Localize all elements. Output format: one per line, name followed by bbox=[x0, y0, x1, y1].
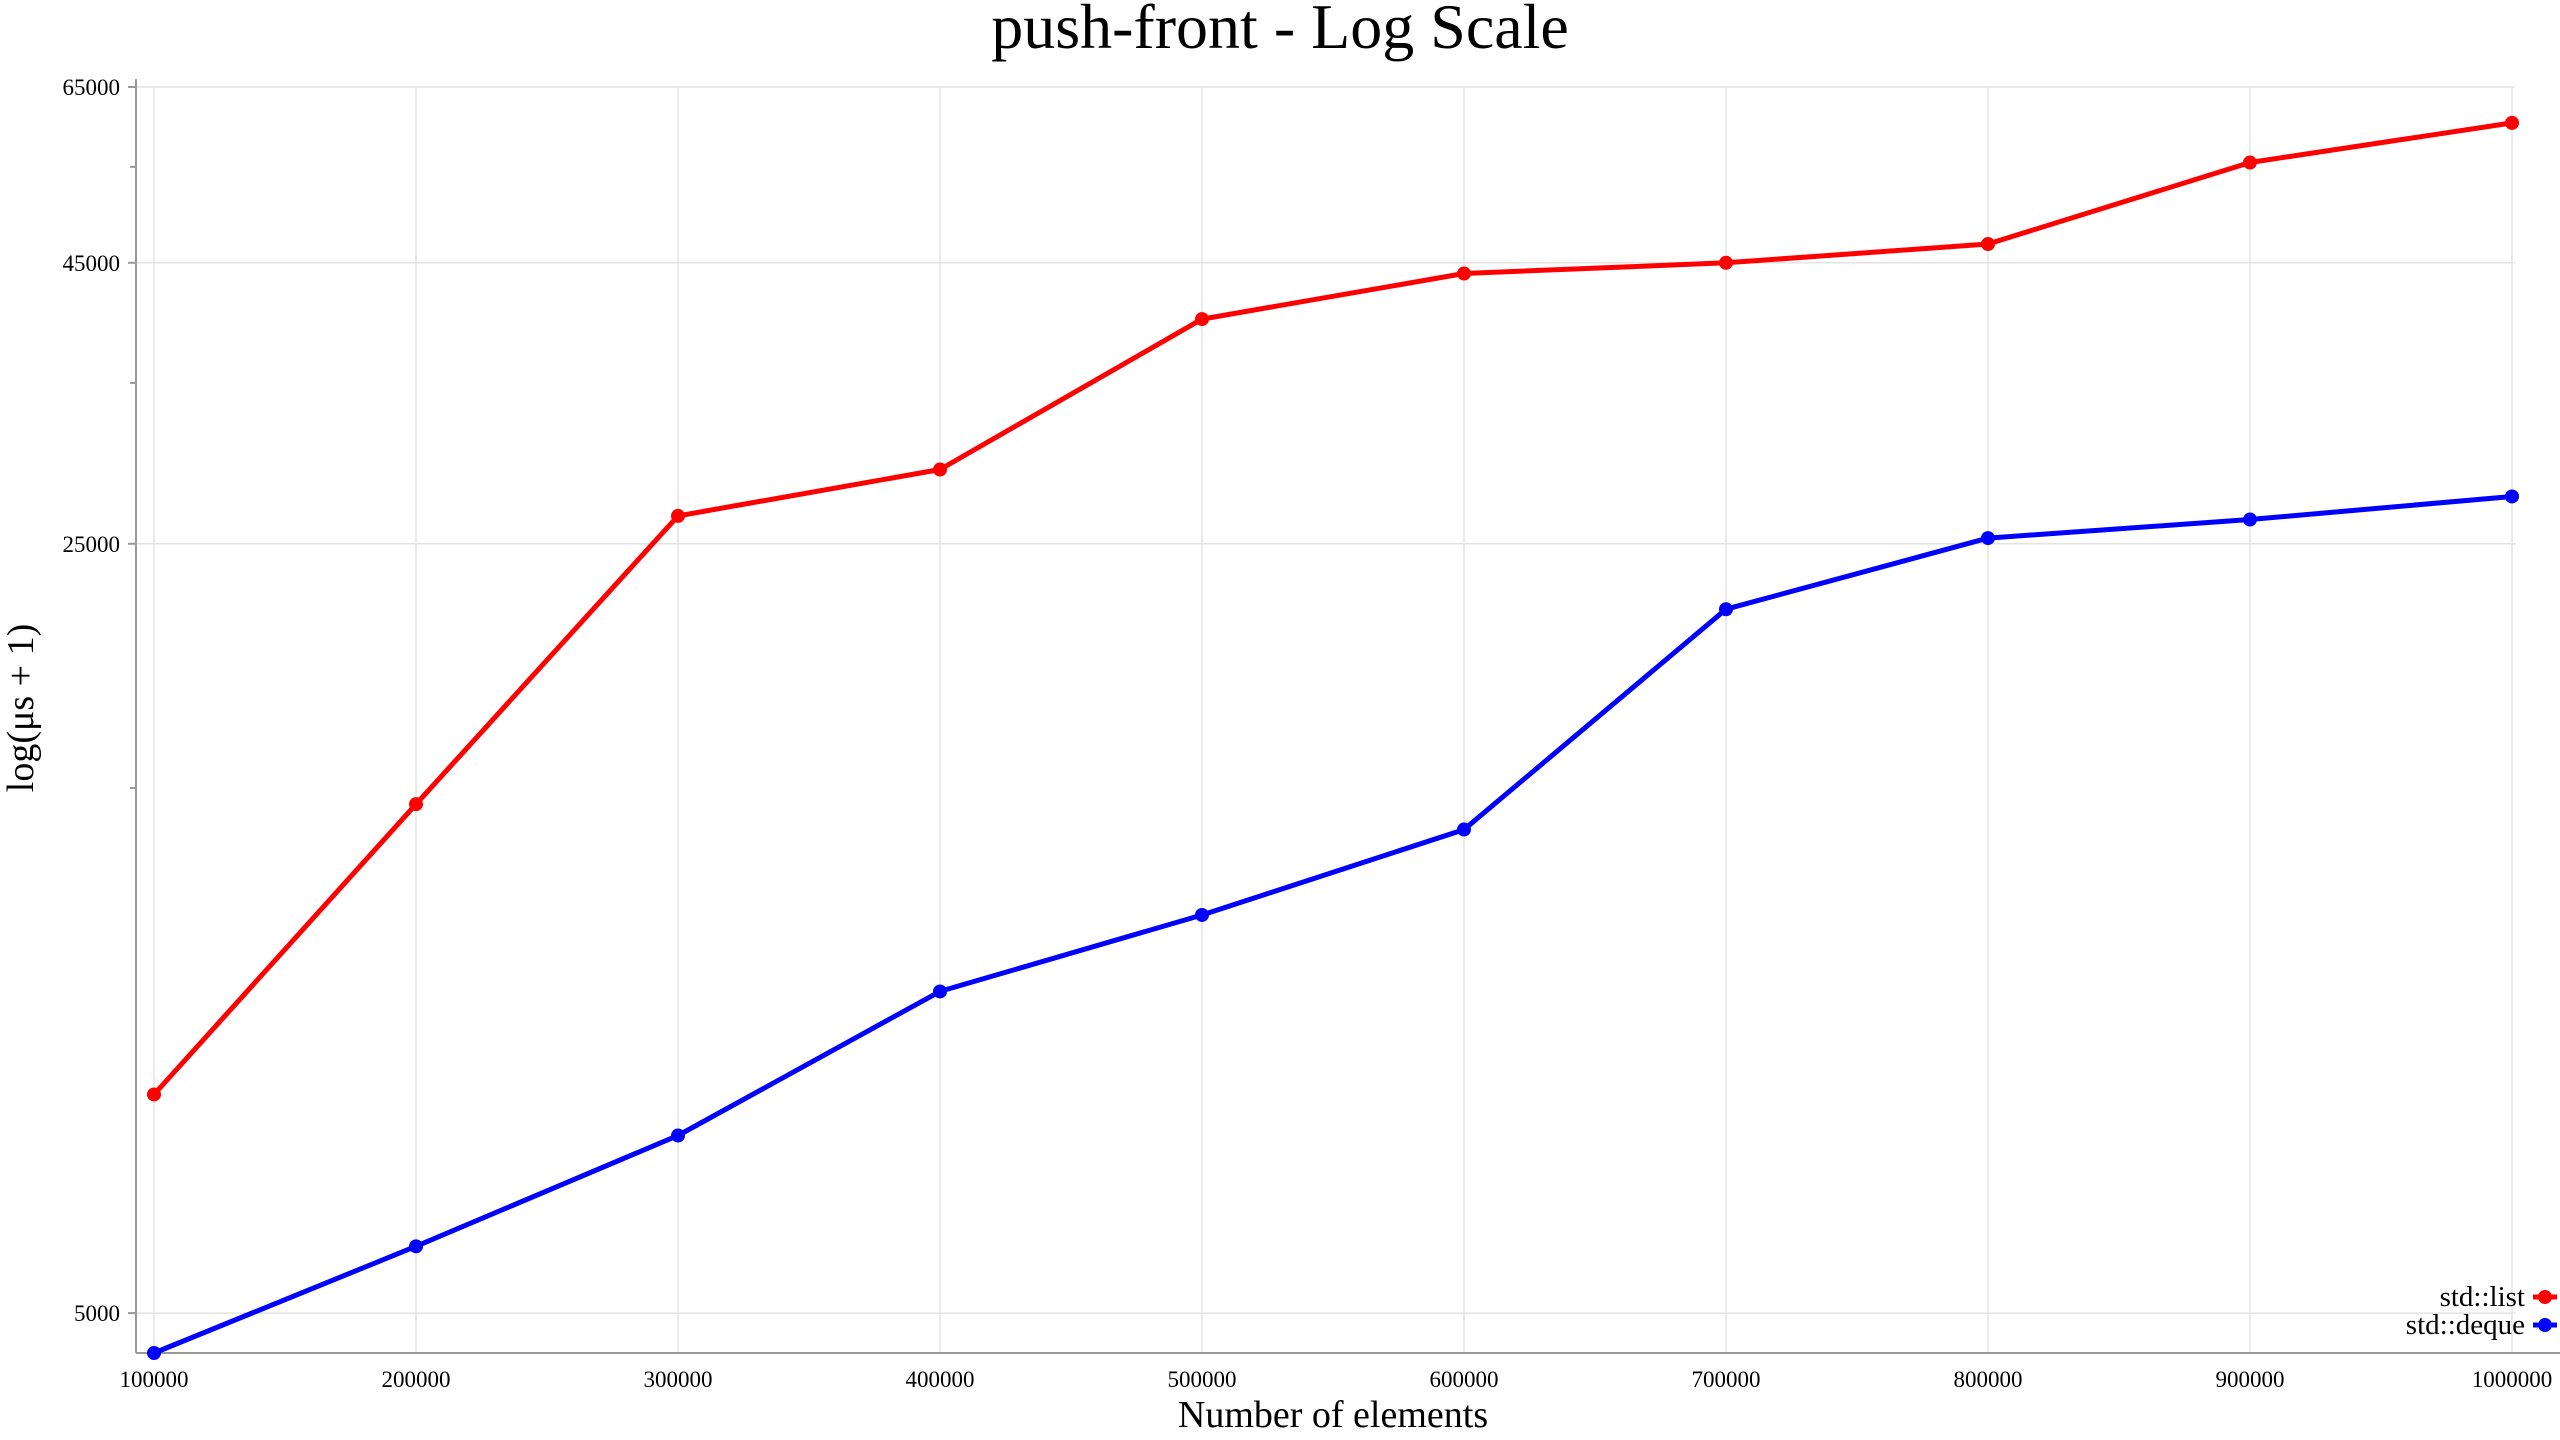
grid bbox=[136, 86, 2515, 1353]
series-line-std-list bbox=[151, 120, 2515, 1097]
y-tick-label: 45000 bbox=[63, 251, 121, 276]
data-point-std-deque bbox=[1981, 531, 1995, 546]
data-point-std-deque bbox=[2243, 512, 2257, 527]
data-point-std-deque bbox=[2505, 489, 2519, 504]
legend-item-std-deque: std::deque bbox=[2406, 1309, 2557, 1341]
y-axis-label: log(μs + 1) bbox=[0, 624, 42, 792]
data-point-std-list bbox=[409, 797, 423, 812]
series-line-std-deque bbox=[151, 494, 2515, 1356]
data-point-std-deque bbox=[1195, 907, 1209, 922]
x-tick-label: 300000 bbox=[644, 1367, 713, 1392]
x-tick-label: 500000 bbox=[1168, 1367, 1237, 1392]
y-tick-label: 5000 bbox=[74, 1301, 120, 1326]
data-point-std-list bbox=[2505, 115, 2519, 130]
data-point-std-list bbox=[671, 508, 685, 523]
data-point-std-list bbox=[147, 1087, 161, 1102]
x-tick-label: 600000 bbox=[1430, 1367, 1499, 1392]
series-group bbox=[147, 115, 2519, 1360]
y-tick-label: 65000 bbox=[63, 75, 121, 100]
chart-title: push-front - Log Scale bbox=[991, 0, 1569, 62]
x-tick-label: 400000 bbox=[906, 1367, 975, 1392]
data-point-std-list bbox=[933, 462, 947, 477]
x-tick-label: 1000000 bbox=[2472, 1367, 2553, 1392]
data-point-std-list bbox=[1981, 237, 1995, 252]
data-point-std-list bbox=[2243, 155, 2257, 170]
data-point-std-deque bbox=[1719, 602, 1733, 617]
x-tick-label: 900000 bbox=[2216, 1367, 2285, 1392]
legend-marker bbox=[2538, 1318, 2552, 1332]
series-std-deque bbox=[147, 489, 2519, 1360]
x-axis-label: Number of elements bbox=[1178, 1394, 1488, 1436]
data-point-std-deque bbox=[933, 984, 947, 999]
legend-item-std-list: std::list bbox=[2440, 1281, 2557, 1313]
data-point-std-deque bbox=[671, 1128, 685, 1143]
data-point-std-deque bbox=[147, 1346, 161, 1360]
x-tick-label: 200000 bbox=[382, 1367, 451, 1392]
data-point-std-deque bbox=[409, 1239, 423, 1254]
data-point-std-list bbox=[1195, 312, 1209, 327]
x-tick-label: 100000 bbox=[120, 1367, 189, 1392]
y-tick-label: 25000 bbox=[63, 532, 121, 557]
axes: 100000 200000 300000 400000 500000 600000 7000… bbox=[63, 75, 2560, 1392]
x-tick-label: 700000 bbox=[1692, 1367, 1761, 1392]
legend-marker bbox=[2538, 1290, 2552, 1304]
data-point-std-deque bbox=[1457, 822, 1471, 837]
legend-label: std::deque bbox=[2406, 1309, 2525, 1341]
data-point-std-list bbox=[1719, 255, 1733, 270]
data-point-std-list bbox=[1457, 266, 1471, 281]
x-tick-label: 800000 bbox=[1954, 1367, 2023, 1392]
series-std-list bbox=[147, 115, 2519, 1102]
legend-label: std::list bbox=[2440, 1281, 2525, 1313]
